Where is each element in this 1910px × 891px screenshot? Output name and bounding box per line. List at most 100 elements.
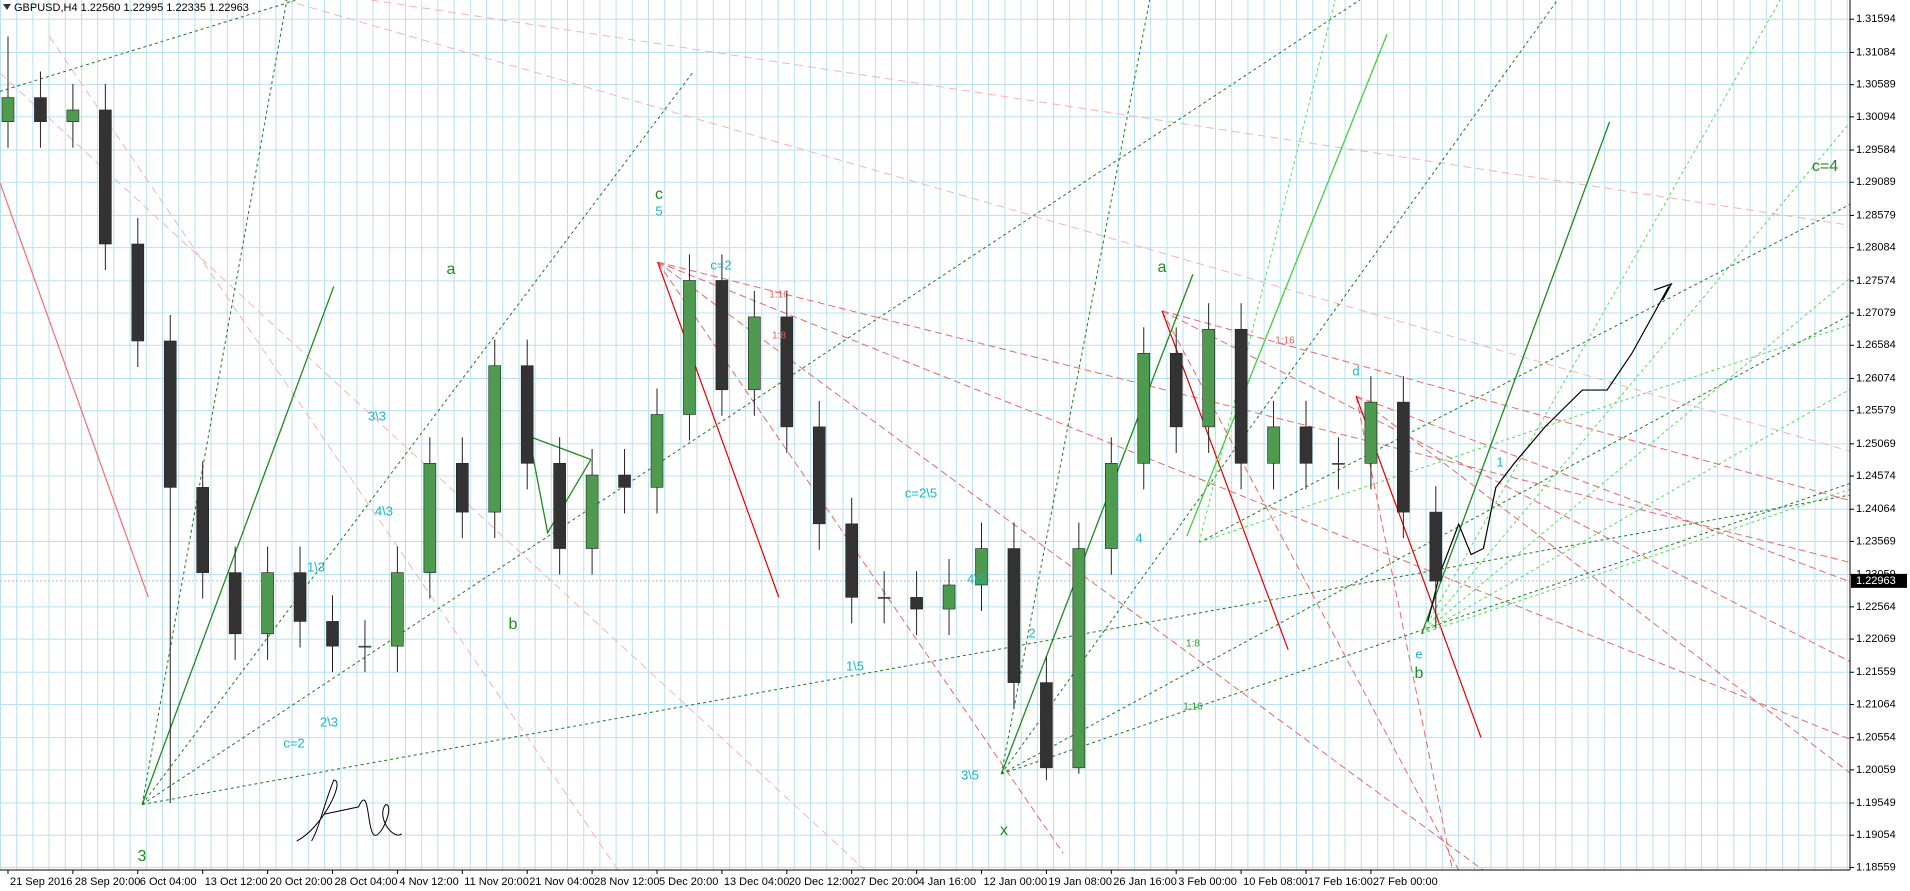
candle-body (520, 365, 534, 464)
annotation: 3\5 (961, 767, 979, 782)
annotation: 1:8 (772, 331, 786, 342)
trend-line (1162, 311, 1288, 650)
fan-line (1162, 311, 1891, 683)
y-tick-label: 1.26074 (1856, 372, 1896, 384)
annotation: 1\3 (307, 559, 325, 574)
y-tick-label: 1.25069 (1856, 438, 1896, 450)
y-tick-label: 1.27574 (1856, 275, 1896, 287)
annotation: b (509, 616, 518, 633)
annotation: c=2 (710, 257, 731, 272)
y-tick-label: 1.28579 (1856, 209, 1896, 221)
y-axis-band (1850, 0, 1910, 891)
x-tick-label: 27 Dec 20:00 (854, 876, 919, 888)
x-tick-label: 19 Jan 08:00 (1048, 876, 1112, 888)
trend-line (142, 286, 334, 804)
candle-body (293, 572, 307, 622)
fan-line (1422, 475, 1892, 633)
candle-body (618, 474, 631, 488)
candle-body (650, 414, 664, 488)
trend-line (1187, 34, 1387, 536)
annotation: 1:8 (1186, 639, 1200, 650)
x-tick-label: 13 Dec 04:00 (724, 876, 789, 888)
candle-body (780, 316, 794, 428)
x-tick-label: 6 Oct 04:00 (140, 876, 197, 888)
candle-body (1364, 401, 1378, 464)
x-tick-label: 20 Oct 20:00 (270, 876, 333, 888)
current-price-label: 1.22963 (1856, 575, 1896, 587)
candle-body (488, 365, 502, 513)
candle-body (1072, 548, 1086, 769)
x-tick-label: 12 Jan 00:00 (984, 876, 1048, 888)
candle-body (1299, 426, 1313, 464)
annotation: 1\5 (846, 658, 864, 673)
fan-line (658, 262, 1063, 853)
candle-body (1169, 353, 1183, 428)
y-tick-label: 1.18559 (1856, 861, 1896, 873)
x-tick-label: 5 Dec 20:00 (659, 876, 718, 888)
y-tick-label: 1.30094 (1856, 111, 1896, 123)
fan-line (142, 73, 692, 804)
trend-line (284, 0, 1891, 463)
annotation: 4\5 (967, 571, 985, 586)
y-tick-label: 1.20059 (1856, 764, 1896, 776)
annotation: c=2 (283, 735, 304, 750)
x-tick-label: 21 Nov 04:00 (529, 876, 594, 888)
candle-body (1105, 463, 1118, 549)
y-tick-label: 1.24574 (1856, 470, 1896, 482)
candle-body (1, 97, 15, 122)
red-fans (658, 262, 1892, 870)
candle-body (131, 243, 145, 342)
fan-line (1356, 396, 1452, 870)
y-tick-label: 1.28084 (1856, 242, 1896, 254)
candle-body (1429, 511, 1443, 582)
annotation: 1:16 (769, 290, 789, 301)
candle-body (1234, 328, 1248, 464)
x-tick-label: 28 Oct 04:00 (335, 876, 398, 888)
candle-body (553, 463, 566, 549)
trend-line (0, 183, 148, 597)
y-tick-label: 1.29089 (1856, 176, 1896, 188)
annotation: 3\3 (368, 408, 386, 423)
annotation: 2\3 (320, 714, 338, 729)
fan-line (1356, 396, 1891, 804)
fan-line (1422, 366, 1892, 634)
x-tick-label: 10 Feb 08:00 (1243, 876, 1308, 888)
candle-body (683, 280, 696, 415)
candle-body (163, 340, 177, 488)
candle-body (261, 572, 274, 635)
symbol-menu-icon[interactable] (3, 4, 11, 10)
annotation: c (655, 186, 663, 203)
plot-background (0, 0, 1850, 870)
chart-title: GBPUSD,H4 1.22560 1.22995 1.22335 1.2296… (14, 2, 249, 14)
current-price-box (1851, 573, 1907, 588)
signature (297, 780, 402, 841)
drawing-objects (0, 0, 1891, 870)
annotation: a (447, 261, 456, 278)
fan-line (1422, 0, 1780, 634)
y-tick-label: 1.31084 (1856, 46, 1896, 58)
candle-body (910, 597, 923, 610)
trend-line (1001, 274, 1193, 774)
candle-body (585, 474, 599, 549)
candle-body (1267, 426, 1280, 464)
candle-body (1332, 463, 1345, 465)
fan-line (1199, 183, 1891, 543)
grid-layer (0, 18, 1850, 868)
fan-line (1356, 396, 1891, 597)
y-tick-label: 1.23569 (1856, 535, 1896, 547)
x-tick-label: 20 Dec 12:00 (789, 876, 854, 888)
annotation: a (1158, 259, 1167, 276)
candle-body (1397, 401, 1410, 513)
candle-body (942, 584, 956, 610)
y-tick-label: 1.21559 (1856, 666, 1896, 678)
fan-line (658, 262, 1484, 870)
candle-body (66, 109, 80, 122)
annotation: 4\3 (375, 503, 393, 518)
y-tick-label: 1.19054 (1856, 829, 1896, 841)
x-axis-band (0, 870, 1850, 891)
candle-body (228, 572, 242, 635)
annotation: e (1415, 646, 1422, 661)
trend-line (371, 0, 1892, 232)
candle-body (715, 280, 729, 391)
